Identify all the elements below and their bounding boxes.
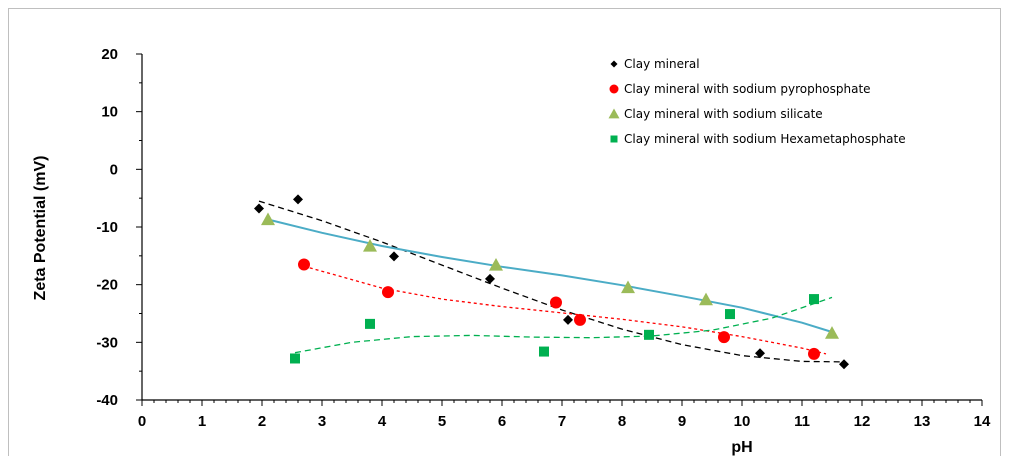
x-tick-label: 4: [378, 413, 387, 430]
data-point: [809, 294, 819, 305]
x-tick-label: 2: [258, 413, 266, 430]
data-point: [563, 314, 573, 325]
x-tick-label: 9: [678, 413, 686, 430]
legend-label: Clay mineral with sodium pyrophosphate: [624, 82, 871, 96]
legend-marker: [608, 108, 620, 119]
legend-label: Clay mineral: [624, 57, 700, 71]
data-point: [298, 258, 310, 271]
y-tick-label: 10: [101, 104, 118, 121]
data-point: [839, 359, 849, 370]
legend-marker: [610, 135, 618, 143]
legend: Clay mineral Clay mineral with sodium pyr…: [608, 57, 906, 146]
x-tick-label: 0: [138, 413, 146, 430]
data-point: [644, 329, 654, 340]
data-point: [254, 203, 264, 214]
legend-marker: [610, 60, 618, 68]
x-tick-label: 10: [734, 413, 751, 430]
data-point: [489, 258, 503, 271]
data-point: [621, 280, 635, 294]
data-point: [382, 286, 394, 299]
data-point: [389, 251, 399, 262]
data-point: [718, 331, 730, 344]
x-tick-label: 7: [558, 413, 566, 430]
data-point: [550, 296, 562, 309]
x-tick-label: 3: [318, 413, 326, 430]
data-point: [725, 309, 735, 320]
chart-frame: [8, 8, 1001, 456]
y-tick-label: 20: [101, 46, 118, 63]
legend-marker: [609, 84, 619, 94]
data-point: [699, 292, 713, 306]
data-point: [574, 313, 586, 326]
x-tick-label: 14: [974, 413, 991, 430]
trendline: [303, 265, 827, 355]
y-tick-label: -30: [96, 334, 118, 351]
data-points: [254, 194, 849, 370]
data-point: [825, 326, 839, 339]
x-tick-label: 13: [914, 413, 931, 430]
x-tick-label: 6: [498, 413, 506, 430]
x-tick-label: 11: [794, 413, 810, 430]
trendline: [258, 200, 845, 363]
data-point: [290, 353, 300, 364]
data-point: [539, 346, 549, 357]
trendline: [267, 218, 833, 333]
y-tick-label: 0: [110, 161, 118, 178]
legend-label: Clay mineral with sodium silicate: [624, 107, 823, 121]
trendline: [294, 296, 833, 354]
data-point: [485, 273, 495, 284]
y-tick-label: -10: [96, 219, 118, 236]
data-point: [293, 194, 303, 205]
x-tick-label: 5: [438, 413, 446, 430]
y-tick-label: -40: [96, 392, 118, 409]
data-point: [363, 239, 377, 252]
data-point: [808, 347, 820, 360]
y-axis-title: Zeta Potential (mV): [32, 156, 49, 301]
legend-label: Clay mineral with sodium Hexametaphospha…: [624, 132, 906, 146]
data-point: [261, 212, 275, 226]
x-axis-title: pH: [731, 439, 752, 456]
x-tick-label: 12: [854, 413, 871, 430]
axes: [141, 54, 982, 401]
trendlines: [258, 200, 845, 363]
data-point: [755, 348, 765, 359]
y-tick-label: -20: [96, 277, 118, 294]
data-point: [365, 318, 375, 329]
x-tick-label: 8: [618, 413, 626, 430]
x-tick-label: 1: [198, 413, 206, 430]
